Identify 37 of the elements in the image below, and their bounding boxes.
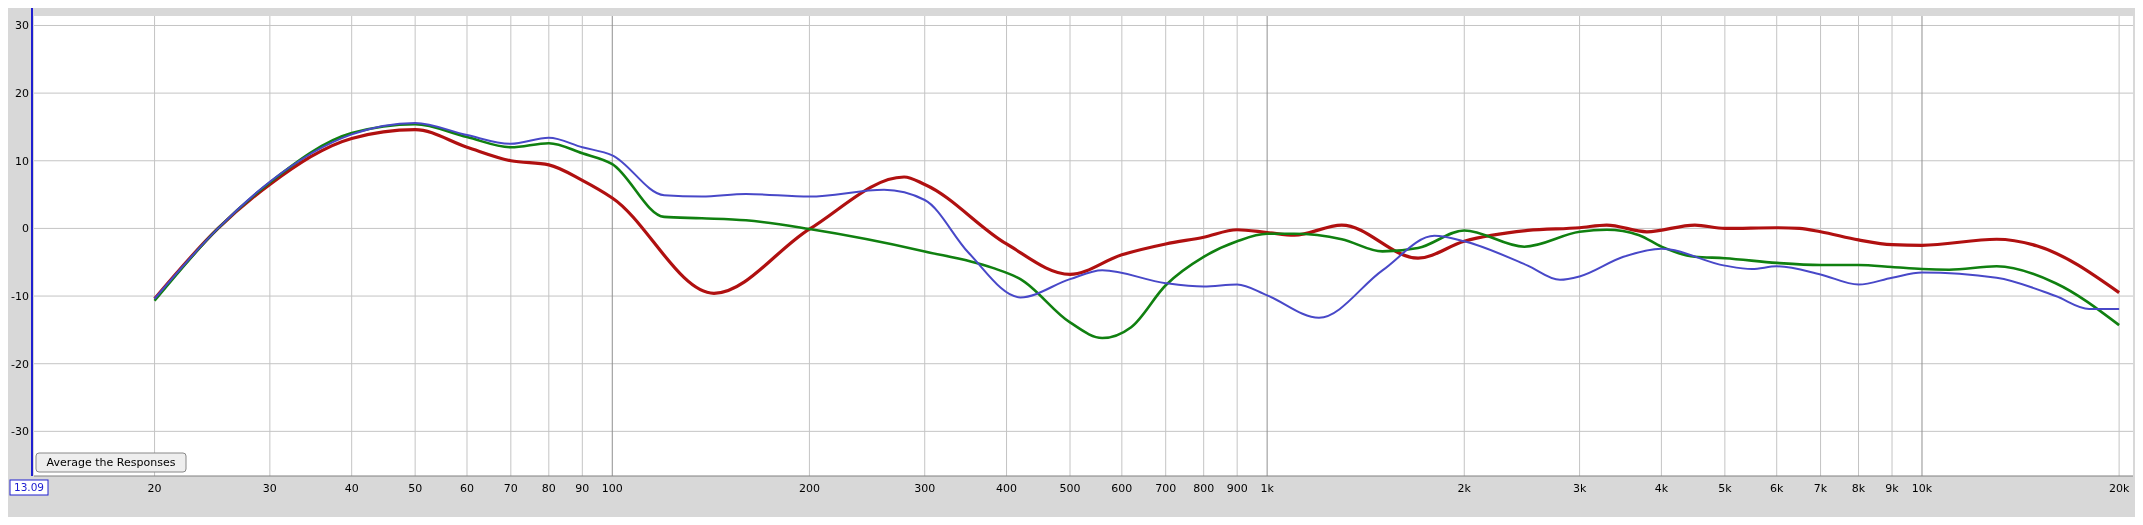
x-tick-label: 500 <box>1059 482 1081 495</box>
x-tick-label: 5k <box>1718 482 1733 495</box>
x-tick-label: 6k <box>1770 482 1785 495</box>
x-tick-label: 800 <box>1193 482 1215 495</box>
x-tick-label: 80 <box>541 482 556 495</box>
x-tick-label: 10k <box>1911 482 1933 495</box>
x-tick-label: 30 <box>262 482 277 495</box>
x-tick-label: 4k <box>1654 482 1669 495</box>
x-tick-label: 50 <box>408 482 423 495</box>
y-tick-label: 20 <box>15 87 29 101</box>
x-tick-label: 9k <box>1885 482 1900 495</box>
x-tick-label: 20 <box>147 482 162 495</box>
x-tick-label: 90 <box>575 482 590 495</box>
x-tick-label: 200 <box>798 482 820 495</box>
x-tick-label: 20k <box>2108 482 2130 495</box>
x-tick-label: 7k <box>1813 482 1828 495</box>
y-tick-label: 30 <box>15 19 29 33</box>
x-tick-label: 3k <box>1572 482 1587 495</box>
x-tick-label: 1k <box>1260 482 1275 495</box>
x-tick-label: 100 <box>601 482 623 495</box>
text: 13.09 <box>13 481 45 493</box>
y-tick-label: 0 <box>22 222 29 236</box>
y-tick-label: -30 <box>11 425 29 439</box>
x-tick-label: 70 <box>503 482 518 495</box>
x-tick-label: 600 <box>1111 482 1133 495</box>
x-tick-label: 400 <box>996 482 1018 495</box>
annotation: Average the Responses <box>46 456 176 469</box>
x-tick-label: 60 <box>460 482 474 495</box>
x-tick-label: 700 <box>1155 482 1177 495</box>
y-tick-label: -20 <box>11 357 29 371</box>
x-tick-label: 40 <box>344 482 359 495</box>
x-tick-label: 900 <box>1226 482 1248 495</box>
y-tick-label: 10 <box>15 154 29 168</box>
x-tick-label: 8k <box>1851 482 1866 495</box>
x-tick-label: 300 <box>914 482 936 495</box>
x-tick-label: 2k <box>1457 482 1472 495</box>
y-tick-label: -10 <box>11 290 29 304</box>
